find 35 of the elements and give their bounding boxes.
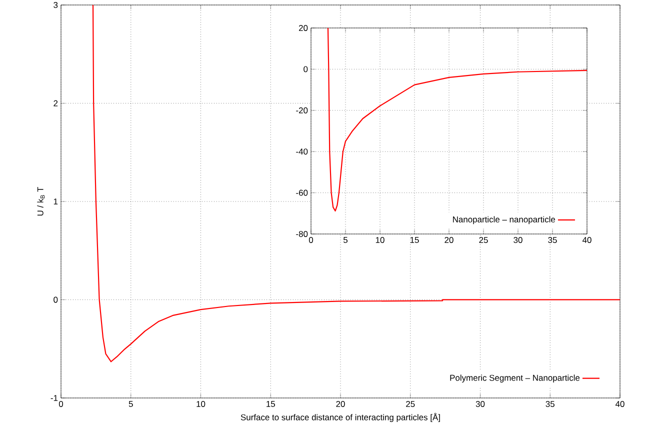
x-tick-label: 10 [196,401,206,407]
legend-label: Nanoparticle – nanoparticle [453,216,556,224]
x-tick-label: 10 [376,237,384,243]
y-tick-label: -60 [296,190,308,196]
x-tick-label: 5 [343,237,348,243]
y-tick-label: -20 [296,107,308,114]
x-tick-label: 0 [58,401,64,407]
x-tick-label: 20 [336,401,345,407]
x-tick-label: 5 [128,401,133,407]
y-tick-label: 20 [298,24,308,31]
x-tick-label: 30 [514,237,522,243]
x-tick-label: 30 [476,401,485,407]
x-tick-label: 25 [406,401,415,407]
y-tick-label: -40 [296,148,308,155]
y-tick-label: 0 [54,296,58,303]
x-tick-label: 40 [582,237,592,243]
x-tick-label: 40 [615,401,624,407]
y-tick-label: 3 [54,2,58,8]
legend-label: Polymeric Segment – Nanoparticle [450,374,580,382]
y-tick-label: -80 [296,230,308,237]
x-tick-label: 15 [266,401,275,407]
x-axis-title: Surface to surface distance of interacting particles [Å] [240,412,440,422]
x-tick-label: 20 [444,237,454,243]
y-axis-title: U / k$_{B}$ T [37,186,45,216]
x-tick-label: 35 [546,401,554,407]
y-tick-label: 0 [304,66,308,72]
x-tick-label: 35 [548,237,557,243]
line-series [92,4,620,362]
x-tick-label: 25 [479,237,488,243]
x-tick-label: 0 [308,237,314,243]
y-tick-label: 2 [54,100,58,106]
y-tick-label: -1 [50,395,58,401]
line-series [327,28,588,212]
x-tick-label: 15 [410,237,419,243]
y-tick-label: 1 [54,198,58,204]
